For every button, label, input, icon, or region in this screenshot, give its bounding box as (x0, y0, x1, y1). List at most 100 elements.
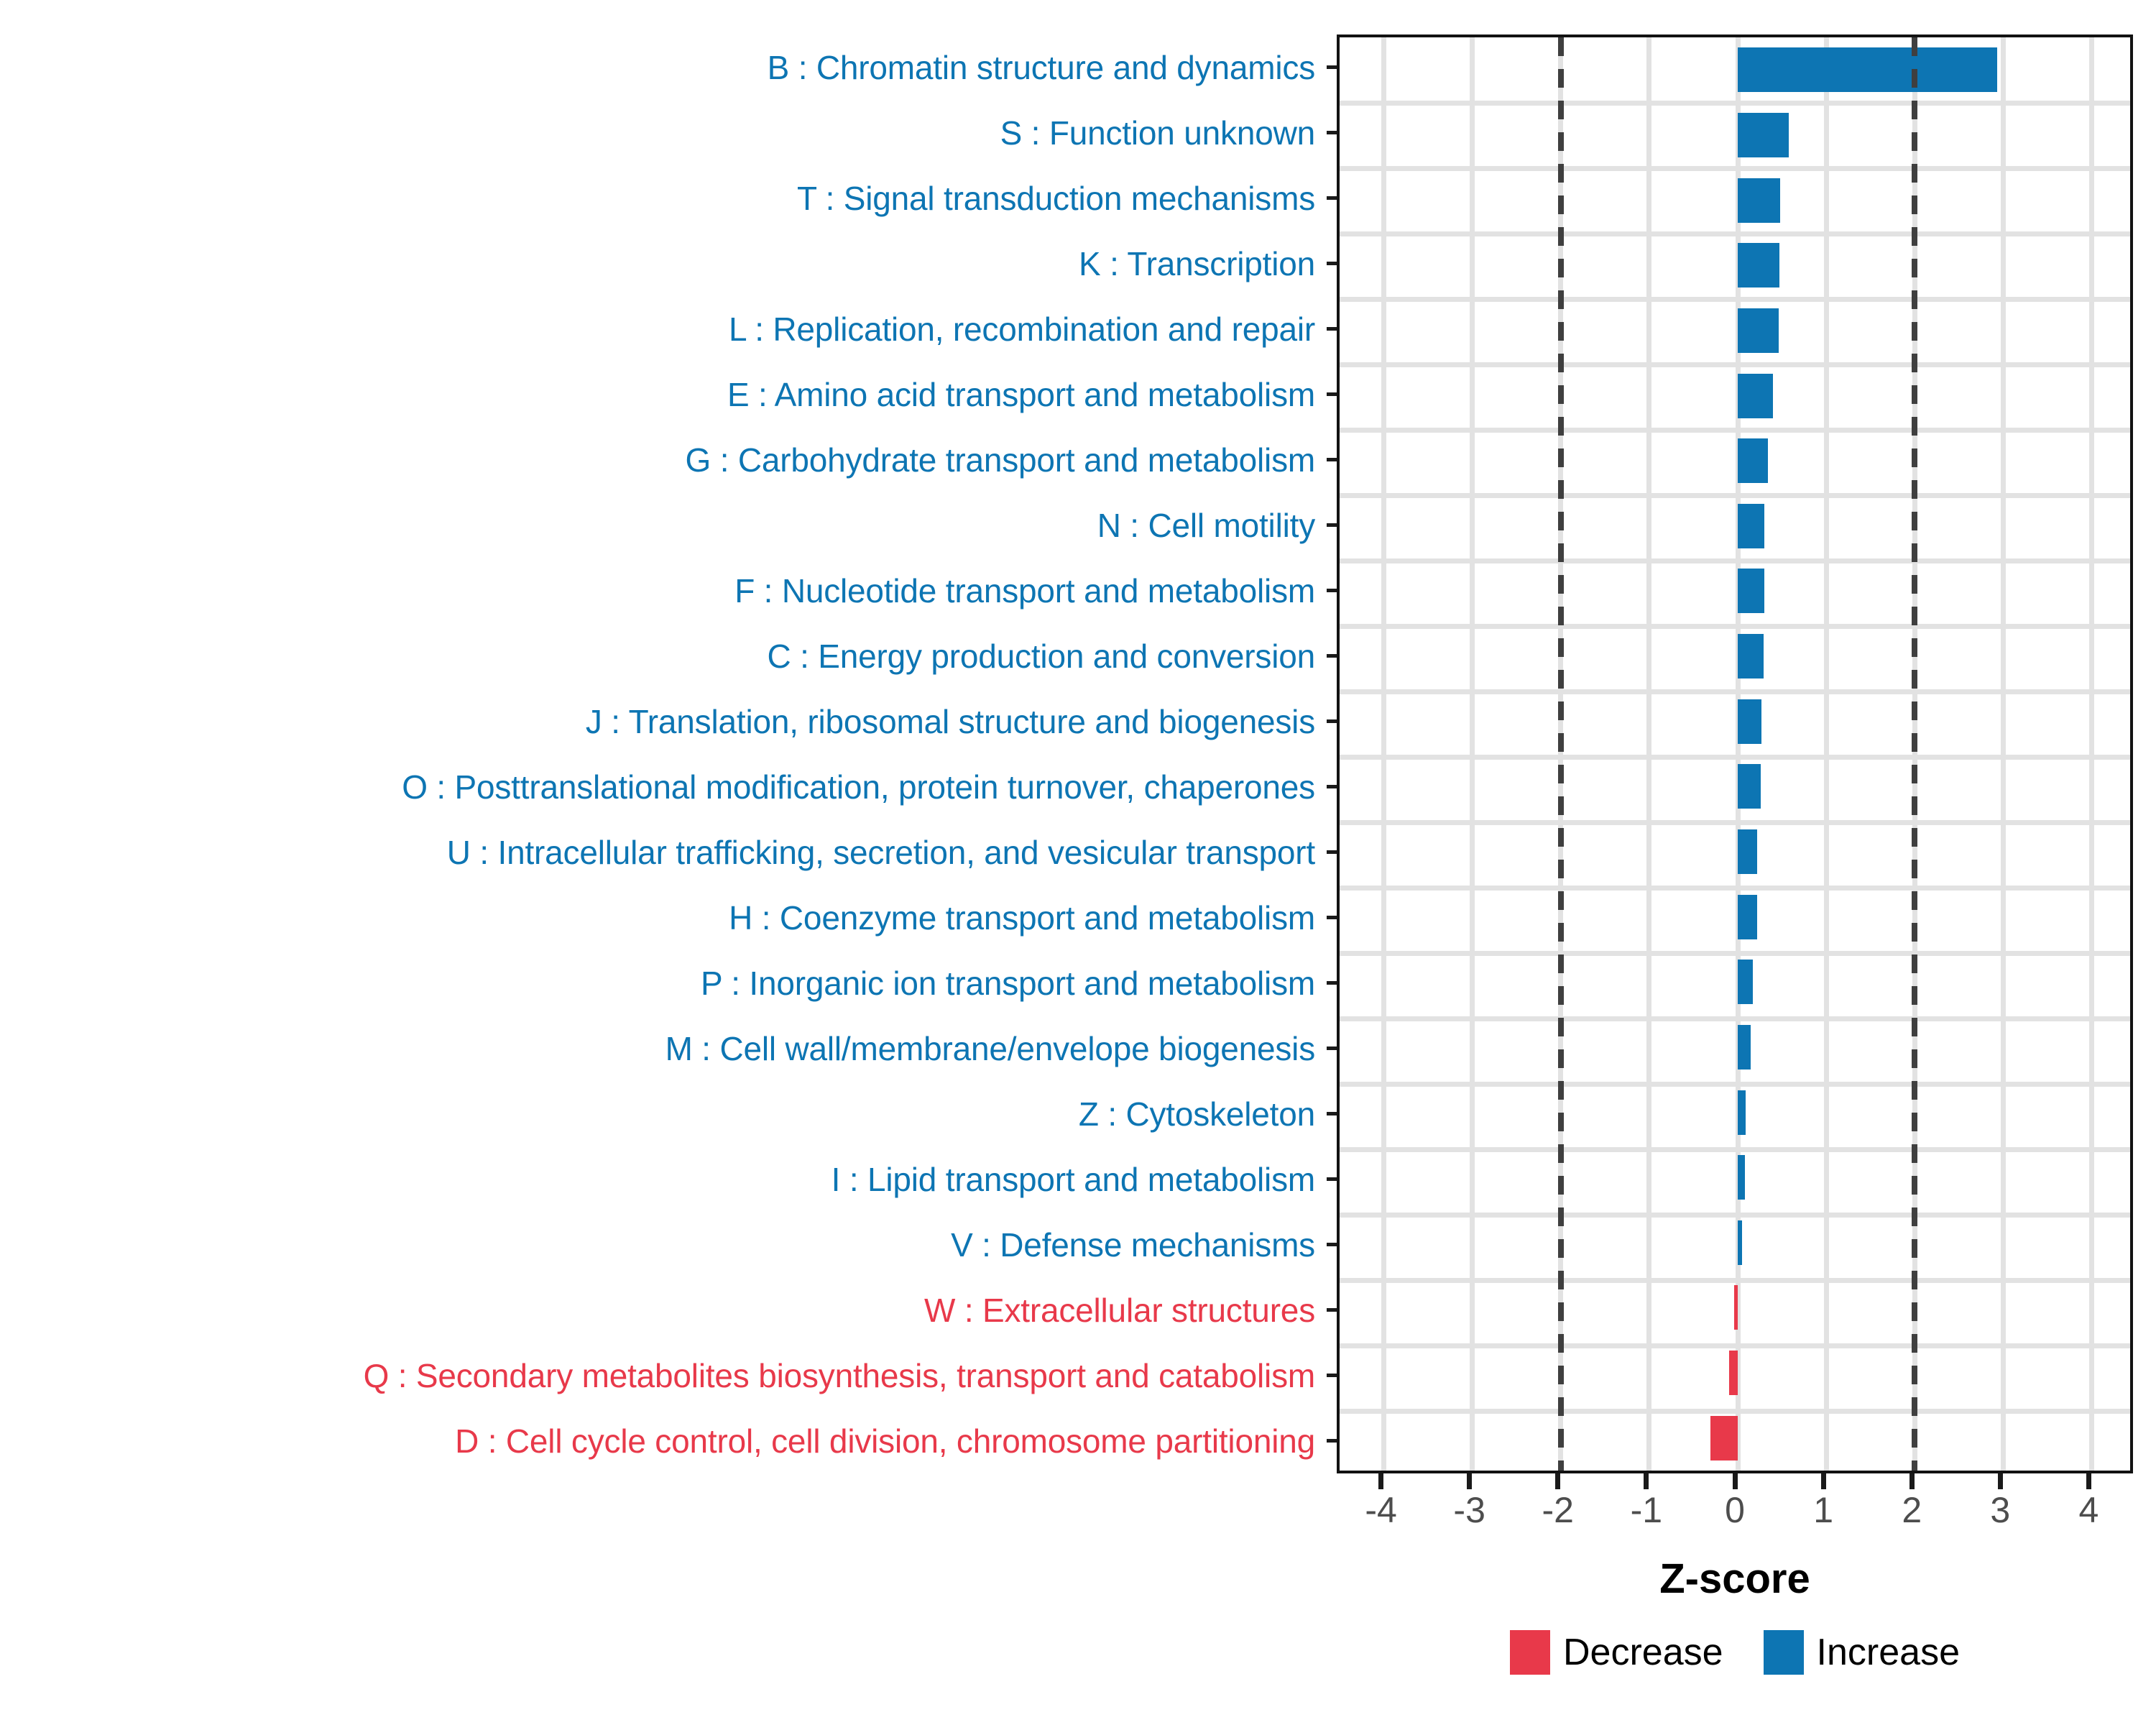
vertical-gridline (2000, 37, 2006, 1471)
x-axis-tick-mark (1909, 1473, 1915, 1489)
category-label: P : Inorganic ion transport and metaboli… (701, 964, 1315, 1002)
horizontal-gridline (1340, 492, 2130, 498)
y-axis-tick-mark (1327, 981, 1337, 985)
category-label-row: Q : Secondary metabolites biosynthesis, … (0, 1343, 1321, 1408)
category-label: Z : Cytoskeleton (1078, 1095, 1315, 1133)
x-axis-tick-mark (1378, 1473, 1384, 1489)
bar[interactable] (1738, 112, 1789, 157)
category-label: E : Amino acid transport and metabolism (727, 375, 1315, 413)
y-axis-tick-mark (1327, 196, 1337, 200)
category-label: D : Cell cycle control, cell division, c… (455, 1422, 1315, 1460)
category-label: S : Function unknown (1000, 114, 1316, 152)
threshold-line (1557, 37, 1564, 1471)
category-label: V : Defense mechanisms (951, 1225, 1315, 1264)
y-tick-row (1327, 819, 1337, 885)
bar-row (1340, 1015, 2130, 1080)
bar[interactable] (1738, 1220, 1743, 1265)
y-axis-tick-mark (1327, 850, 1337, 854)
bar-series (1340, 37, 2130, 1471)
y-axis-tick-mark (1327, 785, 1337, 788)
bar-row (1340, 1275, 2130, 1340)
x-axis-tick-label: -2 (1542, 1490, 1574, 1530)
bar[interactable] (1738, 764, 1761, 809)
vertical-gridline (1823, 37, 1829, 1471)
bar[interactable] (1738, 699, 1762, 744)
x-axis-title: Z-score (1659, 1555, 1810, 1602)
bar-row (1340, 1340, 2130, 1406)
category-label: F : Nucleotide transport and metabolism (734, 571, 1315, 610)
horizontal-gridline (1340, 1016, 2130, 1021)
category-label-row: G : Carbohydrate transport and metabolis… (0, 427, 1321, 492)
bar-row (1340, 819, 2130, 885)
y-axis-tick-mark (1327, 1112, 1337, 1116)
category-label-row: E : Amino acid transport and metabolism (0, 362, 1321, 427)
x-axis: -4 -3 -2 -1 0 1 2 3 4 (1337, 1473, 2133, 1567)
bar[interactable] (1738, 47, 1997, 93)
bar[interactable] (1738, 1155, 1745, 1200)
category-label: K : Transcription (1079, 244, 1315, 282)
bar[interactable] (1738, 308, 1779, 353)
x-axis-tick-label: 3 (1990, 1490, 2011, 1530)
bar-row (1340, 1210, 2130, 1276)
bar[interactable] (1738, 960, 1753, 1005)
y-axis-tick-mark (1327, 523, 1337, 527)
horizontal-gridline (1340, 819, 2130, 825)
vertical-gridline (1735, 37, 1741, 1471)
legend-swatch (1763, 1630, 1804, 1675)
category-label-row: U : Intracellular trafficking, secretion… (0, 819, 1321, 885)
legend-item[interactable]: Increase (1763, 1630, 1960, 1675)
bar[interactable] (1738, 1090, 1746, 1135)
horizontal-gridline (1340, 1277, 2130, 1283)
x-axis-tick-mark (1644, 1473, 1649, 1489)
bar[interactable] (1710, 1415, 1738, 1460)
bar-row (1340, 754, 2130, 819)
bar[interactable] (1738, 438, 1768, 484)
category-label: G : Carbohydrate transport and metabolis… (685, 441, 1316, 479)
y-tick-row (1327, 296, 1337, 362)
y-tick-row (1327, 100, 1337, 165)
category-label-row: D : Cell cycle control, cell division, c… (0, 1408, 1321, 1473)
bar[interactable] (1738, 178, 1781, 223)
bar[interactable] (1738, 243, 1779, 288)
bar[interactable] (1738, 829, 1758, 874)
bar[interactable] (1734, 1285, 1738, 1330)
bar[interactable] (1728, 1351, 1738, 1396)
plot-panel (1337, 34, 2133, 1473)
y-axis-tick-mark (1327, 1308, 1337, 1312)
y-tick-row (1327, 427, 1337, 492)
bar-row (1340, 558, 2130, 624)
category-label-row: T : Signal transduction mechanisms (0, 165, 1321, 231)
vertical-gridline (1381, 37, 1387, 1471)
bar[interactable] (1738, 634, 1764, 679)
y-tick-row (1327, 1212, 1337, 1277)
category-label: W : Extracellular structures (924, 1291, 1315, 1329)
y-axis-tick-mark (1327, 131, 1337, 134)
y-tick-row (1327, 492, 1337, 558)
category-label: H : Coenzyme transport and metabolism (729, 898, 1315, 937)
category-label-row: I : Lipid transport and metabolism (0, 1146, 1321, 1212)
bar-row (1340, 428, 2130, 494)
bar[interactable] (1738, 373, 1774, 418)
legend-item[interactable]: Decrease (1509, 1630, 1723, 1675)
bar[interactable] (1738, 894, 1758, 939)
horizontal-gridline (1340, 950, 2130, 956)
y-axis-tick-mark (1327, 654, 1337, 658)
category-label: T : Signal transduction mechanisms (796, 179, 1315, 217)
y-axis-tick-mark (1327, 1177, 1337, 1181)
x-axis-tick-mark (1555, 1473, 1561, 1489)
horizontal-gridline (1340, 558, 2130, 564)
category-label-row: L : Replication, recombination and repai… (0, 296, 1321, 362)
category-label: L : Replication, recombination and repai… (728, 310, 1315, 348)
x-axis-tick-label: 1 (1813, 1490, 1834, 1530)
bar-row (1340, 689, 2130, 754)
category-label-row: O : Posttranslational modification, prot… (0, 754, 1321, 819)
bar[interactable] (1738, 569, 1764, 614)
y-tick-row (1327, 34, 1337, 100)
bar[interactable] (1738, 503, 1764, 548)
category-label: B : Chromatin structure and dynamics (767, 48, 1316, 86)
category-label: I : Lipid transport and metabolism (831, 1160, 1316, 1198)
horizontal-gridline (1340, 231, 2130, 236)
bar[interactable] (1738, 1024, 1751, 1070)
category-label-row: J : Translation, ribosomal structure and… (0, 689, 1321, 754)
